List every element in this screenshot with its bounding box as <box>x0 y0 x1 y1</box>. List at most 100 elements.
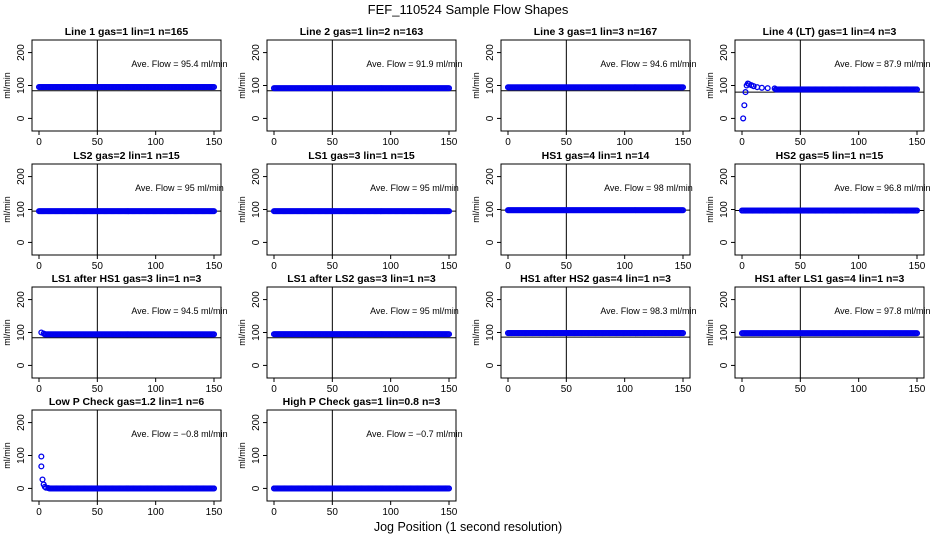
x-tick-label: 50 <box>561 384 573 395</box>
data-series <box>35 208 218 215</box>
data-point <box>758 84 765 91</box>
x-tick-label: 100 <box>616 384 633 395</box>
data-point <box>210 331 218 338</box>
data-point <box>741 102 748 109</box>
x-tick-label: 50 <box>327 384 339 395</box>
x-tick-label: 0 <box>271 261 277 272</box>
panel: LS1 after LS2 gas=3 lin=1 n=3 Ave. Flow =… <box>237 273 459 395</box>
y-tick-label: 0 <box>16 239 27 245</box>
x-tick-label: 150 <box>206 507 223 518</box>
y-tick-label: 100 <box>251 447 262 464</box>
figure-title: FEF_110524 Sample Flow Shapes <box>368 2 569 17</box>
y-axis-label: ml/min <box>237 72 247 99</box>
panel: Low P Check gas=1.2 lin=1 n=6 Ave. Flow =… <box>2 396 228 518</box>
y-tick-label: 200 <box>16 291 27 308</box>
y-tick-label: 200 <box>251 414 262 431</box>
data-point <box>679 207 687 214</box>
data-series <box>504 84 687 91</box>
x-tick-label: 100 <box>616 137 633 148</box>
y-tick-label: 0 <box>251 485 262 491</box>
panel-title: Line 1 gas=1 lin=1 n=165 <box>65 26 189 38</box>
x-tick-label: 100 <box>382 384 399 395</box>
average-flow-annotation: Ave. Flow = 94.6 ml/min <box>600 59 696 69</box>
panel-title: Low P Check gas=1.2 lin=1 n=6 <box>49 396 204 408</box>
panel-title: LS1 after LS2 gas=3 lin=1 n=3 <box>287 273 436 285</box>
x-tick-label: 150 <box>675 137 692 148</box>
data-point <box>210 485 218 492</box>
y-axis-label: ml/min <box>2 442 12 469</box>
x-tick-label: 150 <box>206 137 223 148</box>
x-tick-label: 100 <box>147 507 164 518</box>
average-flow-annotation: Ave. Flow = 95 ml/min <box>370 306 459 316</box>
y-axis-label: ml/min <box>237 319 247 346</box>
data-series <box>738 207 921 214</box>
x-tick-label: 0 <box>36 507 42 518</box>
panel-title: HS1 after LS1 gas=4 lin=1 n=3 <box>755 273 905 285</box>
figure-xlabel: Jog Position (1 second resolution) <box>374 520 562 534</box>
data-point <box>913 330 921 337</box>
x-tick-label: 0 <box>505 261 511 272</box>
average-flow-annotation: Ave. Flow = 98.3 ml/min <box>600 306 696 316</box>
y-tick-label: 100 <box>719 201 730 218</box>
y-tick-label: 0 <box>251 239 262 245</box>
panel: LS2 gas=2 lin=1 n=15 Ave. Flow = 95 ml/mi… <box>2 150 224 272</box>
x-tick-label: 50 <box>561 137 573 148</box>
y-tick-label: 200 <box>485 168 496 185</box>
x-tick-label: 100 <box>147 137 164 148</box>
panel-title: High P Check gas=1 lin=0.8 n=3 <box>283 396 441 408</box>
x-tick-label: 50 <box>92 384 104 395</box>
data-series <box>35 83 218 91</box>
y-axis-label: ml/min <box>705 319 715 346</box>
y-tick-label: 200 <box>719 168 730 185</box>
y-tick-label: 0 <box>719 115 730 121</box>
y-tick-label: 200 <box>16 168 27 185</box>
data-series <box>504 207 687 214</box>
x-tick-label: 0 <box>36 384 42 395</box>
y-tick-label: 200 <box>719 291 730 308</box>
x-tick-label: 50 <box>327 261 339 272</box>
y-axis-label: ml/min <box>471 196 481 223</box>
y-tick-label: 100 <box>719 77 730 94</box>
y-tick-label: 0 <box>251 362 262 368</box>
x-tick-label: 100 <box>382 137 399 148</box>
y-tick-label: 0 <box>719 239 730 245</box>
y-tick-label: 200 <box>16 44 27 61</box>
panel: HS1 after LS1 gas=4 lin=1 n=3 Ave. Flow =… <box>705 273 930 395</box>
x-tick-label: 0 <box>271 384 277 395</box>
data-series <box>270 85 453 92</box>
y-axis-label: ml/min <box>2 196 12 223</box>
average-flow-annotation: Ave. Flow = 87.9 ml/min <box>834 59 930 69</box>
x-tick-label: 150 <box>441 384 458 395</box>
data-point <box>913 86 921 93</box>
x-tick-label: 50 <box>327 507 339 518</box>
data-point <box>679 84 687 91</box>
average-flow-annotation: Ave. Flow = −0.7 ml/min <box>366 429 462 439</box>
x-tick-label: 150 <box>441 261 458 272</box>
panel-title: LS2 gas=2 lin=1 n=15 <box>73 150 180 162</box>
x-tick-label: 100 <box>850 261 867 272</box>
y-tick-label: 100 <box>485 77 496 94</box>
average-flow-annotation: Ave. Flow = 91.9 ml/min <box>366 59 462 69</box>
y-axis-label: ml/min <box>237 196 247 223</box>
x-tick-label: 0 <box>271 507 277 518</box>
y-axis-label: ml/min <box>2 319 12 346</box>
x-tick-label: 150 <box>206 261 223 272</box>
y-tick-label: 200 <box>485 291 496 308</box>
data-series <box>740 80 921 122</box>
y-tick-label: 100 <box>485 324 496 341</box>
y-axis-label: ml/min <box>705 72 715 99</box>
data-series <box>738 330 921 337</box>
average-flow-annotation: Ave. Flow = 96.8 ml/min <box>834 183 930 193</box>
x-tick-label: 100 <box>616 261 633 272</box>
x-tick-label: 50 <box>92 137 104 148</box>
x-tick-label: 150 <box>441 137 458 148</box>
x-tick-label: 0 <box>739 384 745 395</box>
panel: Line 3 gas=1 lin=3 n=167 Ave. Flow = 94.6… <box>471 26 696 148</box>
average-flow-annotation: Ave. Flow = 98 ml/min <box>604 183 693 193</box>
data-point <box>210 208 218 215</box>
x-tick-label: 50 <box>561 261 573 272</box>
panel: HS1 after HS2 gas=4 lin=1 n=3 Ave. Flow =… <box>471 273 696 395</box>
y-tick-label: 0 <box>485 115 496 121</box>
y-axis-label: ml/min <box>471 72 481 99</box>
